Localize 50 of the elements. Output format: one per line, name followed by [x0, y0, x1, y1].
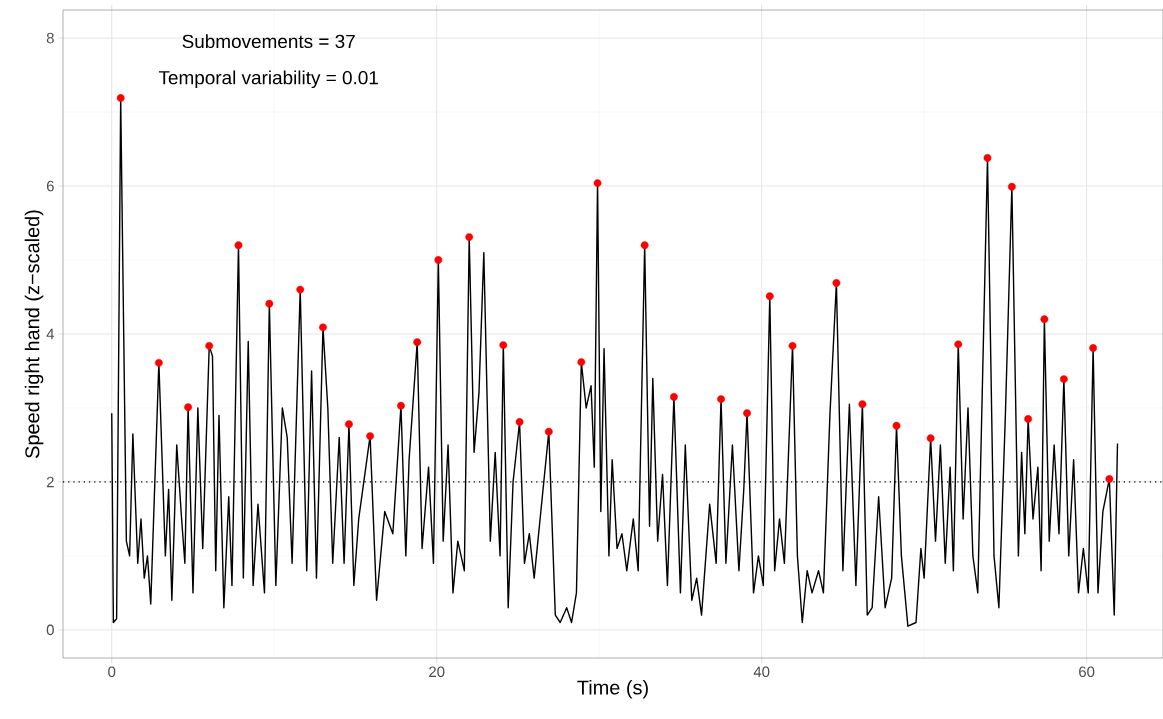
point	[265, 299, 274, 308]
point	[413, 338, 422, 347]
point	[1040, 315, 1049, 324]
point	[319, 323, 327, 332]
point	[154, 358, 163, 367]
point	[1105, 475, 1114, 483]
y-axis-title: Speed right hand (z−scaled)	[24, 210, 44, 458]
point	[892, 421, 901, 430]
x-tick-label: 60	[1079, 666, 1095, 678]
point	[743, 409, 751, 418]
point	[184, 403, 193, 412]
point	[1007, 182, 1016, 191]
point	[1059, 375, 1068, 384]
point	[832, 279, 841, 287]
y-tick-label: 6	[46, 180, 54, 192]
annotation: Submovements = 37	[182, 34, 355, 49]
y-tick-label: 4	[46, 328, 55, 340]
point	[670, 392, 678, 401]
point	[858, 400, 867, 409]
point	[717, 395, 725, 403]
x-tick-label: 0	[108, 666, 116, 678]
point	[593, 179, 602, 187]
point	[1089, 344, 1098, 352]
point	[397, 401, 405, 410]
y-tick-label: 2	[46, 476, 54, 488]
point	[788, 341, 797, 350]
point	[296, 285, 305, 294]
point	[1024, 415, 1033, 423]
x-tick-label: 20	[429, 666, 445, 678]
point	[954, 340, 963, 349]
point	[366, 432, 374, 440]
point	[926, 434, 935, 443]
x-axis-title: Time (s)	[577, 679, 648, 699]
point	[640, 241, 649, 250]
point	[544, 427, 553, 436]
point	[983, 154, 992, 162]
y-tick-label: 8	[46, 32, 54, 44]
point	[116, 94, 125, 102]
x-tick-label: 40	[753, 666, 770, 678]
point	[465, 233, 474, 241]
point	[234, 241, 243, 250]
point	[499, 341, 508, 349]
point	[515, 418, 524, 426]
point	[205, 341, 214, 350]
y-tick-label: 0	[46, 624, 54, 636]
point	[765, 292, 774, 301]
point	[577, 358, 586, 367]
point	[434, 256, 443, 264]
annotation: Temporal variability = 0.01	[158, 70, 378, 89]
point	[345, 420, 353, 429]
